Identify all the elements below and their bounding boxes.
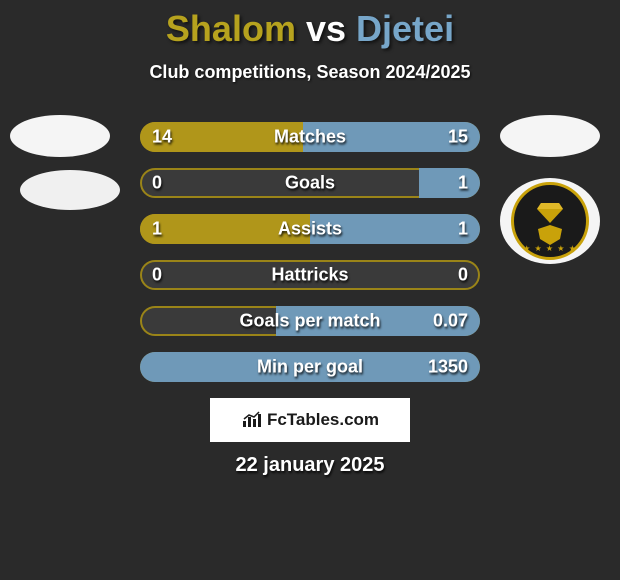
- stat-value-p2: 0: [458, 265, 468, 286]
- player1-name: Shalom: [166, 8, 296, 49]
- stat-row: Goals per match0.07: [140, 306, 480, 336]
- stat-value-p2: 15: [448, 127, 468, 148]
- stat-value-p2: 1: [458, 219, 468, 240]
- watermark-chart-icon: [241, 411, 263, 429]
- diamond-icon: [537, 203, 563, 223]
- stat-label: Goals: [140, 173, 480, 194]
- player2-name: Djetei: [356, 8, 454, 49]
- stat-label: Hattricks: [140, 265, 480, 286]
- stat-row: Matches14 15: [140, 122, 480, 152]
- subtitle: Club competitions, Season 2024/2025: [0, 62, 620, 83]
- comparison-title: Shalom vs Djetei: [0, 0, 620, 50]
- player2-avatar: [500, 115, 600, 157]
- stat-row: Assists1 1: [140, 214, 480, 244]
- stat-row: Hattricks0 0: [140, 260, 480, 290]
- stat-value-p2: 1350: [428, 357, 468, 378]
- shield-icon: [536, 225, 564, 245]
- stat-value-p2: 1: [458, 173, 468, 194]
- stat-value-p1: 14: [152, 127, 172, 148]
- badge-stars: ★ ★ ★ ★ ★: [514, 244, 586, 253]
- stats-bars: Matches1415Goals01Assists11Hattricks00Go…: [140, 122, 480, 398]
- watermark-text: FcTables.com: [267, 410, 379, 430]
- date-text: 22 january 2025: [0, 454, 620, 477]
- stat-value-p1: 0: [152, 265, 162, 286]
- vs-text: vs: [306, 8, 346, 49]
- stat-value-p1: 1: [152, 219, 162, 240]
- stat-label: Matches: [140, 127, 480, 148]
- player2-club-badge: ★ ★ ★ ★ ★: [500, 178, 600, 264]
- watermark: FcTables.com: [210, 398, 410, 442]
- player1-avatar: [10, 115, 110, 157]
- stat-label: Assists: [140, 219, 480, 240]
- stat-row: Goals0 1: [140, 168, 480, 198]
- stat-value-p2: 0.07: [433, 311, 468, 332]
- stat-row: Min per goal1350: [140, 352, 480, 382]
- stat-value-p1: 0: [152, 173, 162, 194]
- player1-club-logo: [20, 170, 120, 210]
- stat-label: Goals per match: [140, 311, 480, 332]
